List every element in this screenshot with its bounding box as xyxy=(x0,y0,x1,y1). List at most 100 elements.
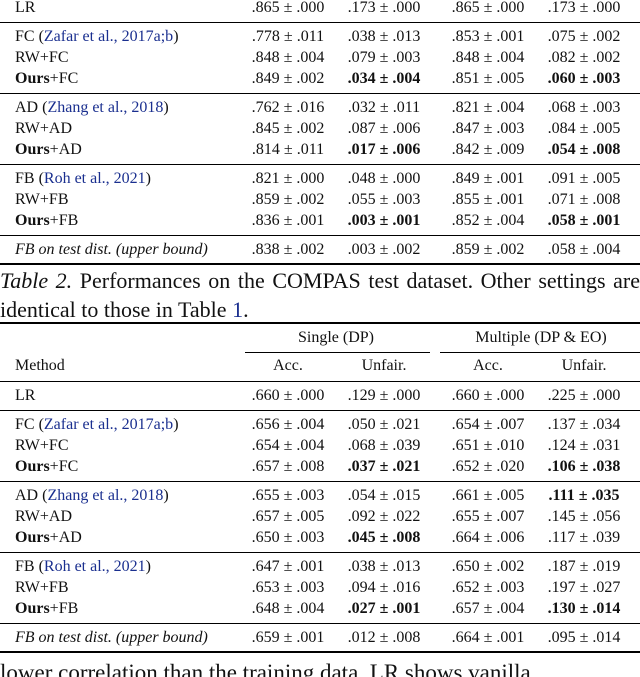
value-cell: .173 ± .000 xyxy=(547,0,621,16)
method-text: +AD xyxy=(49,141,82,158)
rule xyxy=(0,623,640,624)
value-cell: .842 ± .009 xyxy=(451,141,525,158)
method-cell: RW+AD xyxy=(15,119,72,139)
value-cell: .032 ± .011 xyxy=(347,99,421,116)
rule xyxy=(0,481,640,482)
value-cell: .055 ± .003 xyxy=(347,191,421,208)
value-cell: .225 ± .000 xyxy=(547,387,621,404)
method-cell: AD (Zhang et al., 2018) xyxy=(15,98,169,118)
caption-ref[interactable]: 1 xyxy=(232,297,244,322)
value-cell: .852 ± .004 xyxy=(451,212,525,229)
method-text: Ours xyxy=(15,141,50,158)
body-text: lower correlation than the training data… xyxy=(0,660,531,677)
value-cell: .130 ± .014 xyxy=(547,600,621,617)
method-text: FB on test dist. (upper bound) xyxy=(15,241,208,258)
value-cell: .821 ± .000 xyxy=(251,170,325,187)
value-cell: .845 ± .002 xyxy=(251,120,325,137)
value-cell: .082 ± .002 xyxy=(547,49,621,66)
method-cell: FB on test dist. (upper bound) xyxy=(15,628,208,648)
method-text: LR xyxy=(15,0,36,16)
value-cell: .647 ± .001 xyxy=(251,558,325,575)
value-cell: .084 ± .005 xyxy=(547,120,621,137)
value-cell: .859 ± .002 xyxy=(451,241,525,258)
value-cell: .814 ± .011 xyxy=(251,141,325,158)
method-text: FB on test dist. (upper bound) xyxy=(15,629,208,646)
value-cell: .079 ± .003 xyxy=(347,49,421,66)
value-cell: .654 ± .007 xyxy=(451,416,525,433)
value-cell: .111 ± .035 xyxy=(548,487,620,504)
value-cell: .648 ± .004 xyxy=(251,600,325,617)
value-cell: .068 ± .039 xyxy=(347,437,421,454)
group-header: Single (DP) xyxy=(298,329,374,346)
citation[interactable]: Zafar et al., 2017a;b xyxy=(43,28,174,45)
group-header: Multiple (DP & EO) xyxy=(475,329,607,346)
value-cell: .091 ± .005 xyxy=(547,170,621,187)
citation[interactable]: Roh et al., 2021 xyxy=(43,558,146,575)
citation[interactable]: Roh et al., 2021 xyxy=(43,170,146,187)
method-cell: FB (Roh et al., 2021) xyxy=(15,169,151,189)
method-cell: Ours+FC xyxy=(15,457,78,477)
method-cell: Ours+FB xyxy=(15,211,78,231)
value-cell: .778 ± .011 xyxy=(251,28,325,45)
value-cell: .137 ± .034 xyxy=(547,416,621,433)
method-text: +FB xyxy=(49,212,79,229)
value-cell: .075 ± .002 xyxy=(547,28,621,45)
column-header: Acc. xyxy=(473,357,503,374)
rule xyxy=(245,352,430,353)
value-cell: .054 ± .008 xyxy=(547,141,621,158)
value-cell: .838 ± .002 xyxy=(251,241,325,258)
method-cell: Ours+FB xyxy=(15,599,78,619)
method-text: AD ( xyxy=(15,99,48,116)
value-cell: .054 ± .015 xyxy=(347,487,421,504)
value-cell: .117 ± .039 xyxy=(547,529,621,546)
value-cell: .652 ± .020 xyxy=(451,458,525,475)
method-text: RW+AD xyxy=(15,120,73,137)
method-text: AD ( xyxy=(15,487,48,504)
method-text: FB ( xyxy=(15,558,44,575)
value-cell: .058 ± .004 xyxy=(547,241,621,258)
value-cell: .173 ± .000 xyxy=(347,0,421,16)
value-cell: .660 ± .000 xyxy=(451,387,525,404)
method-cell: LR xyxy=(15,386,35,406)
citation[interactable]: Zhang et al., 2018 xyxy=(47,487,164,504)
method-text: +FC xyxy=(49,458,79,475)
value-cell: .092 ± .022 xyxy=(347,508,421,525)
citation[interactable]: Zafar et al., 2017a;b xyxy=(43,416,174,433)
rule xyxy=(0,93,640,94)
value-cell: .650 ± .002 xyxy=(451,558,525,575)
value-cell: .651 ± .010 xyxy=(451,437,525,454)
rule xyxy=(0,552,640,553)
value-cell: .034 ± .004 xyxy=(347,70,421,87)
value-cell: .848 ± .004 xyxy=(451,49,525,66)
method-text: ) xyxy=(173,416,179,433)
value-cell: .650 ± .003 xyxy=(251,529,325,546)
method-cell: RW+FB xyxy=(15,190,68,210)
method-text: RW+FB xyxy=(15,579,69,596)
value-cell: .106 ± .038 xyxy=(547,458,621,475)
value-cell: .659 ± .001 xyxy=(251,629,325,646)
value-cell: .129 ± .000 xyxy=(347,387,421,404)
rule xyxy=(0,22,640,23)
method-text: Ours xyxy=(15,600,50,617)
value-cell: .851 ± .005 xyxy=(451,70,525,87)
value-cell: .655 ± .007 xyxy=(451,508,525,525)
method-text: Ours xyxy=(15,70,50,87)
rule xyxy=(0,164,640,165)
value-cell: .661 ± .005 xyxy=(451,487,525,504)
column-header: Unfair. xyxy=(361,357,407,374)
value-cell: .087 ± .006 xyxy=(347,120,421,137)
method-text: ) xyxy=(163,99,169,116)
value-cell: .847 ± .003 xyxy=(451,120,525,137)
value-cell: .664 ± .001 xyxy=(451,629,525,646)
citation[interactable]: Zhang et al., 2018 xyxy=(47,99,164,116)
value-cell: .048 ± .000 xyxy=(347,170,421,187)
column-header: Method xyxy=(15,357,65,374)
column-header: Acc. xyxy=(273,357,303,374)
caption-end: . xyxy=(243,297,249,322)
value-cell: .836 ± .001 xyxy=(251,212,325,229)
method-text: +FB xyxy=(49,600,79,617)
value-cell: .865 ± .000 xyxy=(251,0,325,16)
value-cell: .657 ± .005 xyxy=(251,508,325,525)
value-cell: .762 ± .016 xyxy=(251,99,325,116)
